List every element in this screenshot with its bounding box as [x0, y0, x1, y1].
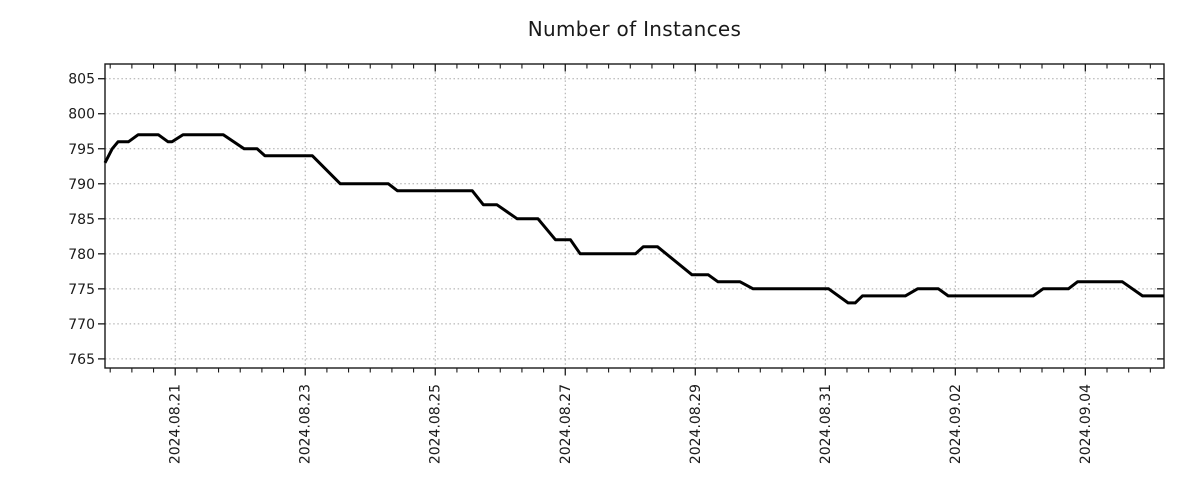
chart-title: Number of Instances [527, 17, 742, 41]
y-tick-label: 790 [68, 177, 95, 193]
y-tick-labels: 805 800 795 790 785 780 775 770 765 [68, 72, 95, 368]
x-tick-label: 2024.08.31 [818, 384, 834, 464]
y-tick-label: 770 [68, 317, 95, 333]
y-tick-label: 805 [68, 72, 95, 88]
y-tick-label: 785 [68, 212, 95, 228]
x-tick-label: 2024.09.02 [948, 384, 964, 464]
x-tick-label: 2024.08.21 [168, 384, 184, 464]
y-tick-label: 775 [68, 282, 95, 298]
plot-border [104, 63, 1165, 369]
y-tick-label: 800 [68, 107, 95, 123]
x-tick-label: 2024.08.25 [428, 384, 444, 464]
x-tick-label: 2024.08.29 [688, 384, 704, 464]
y-tick-label: 780 [68, 247, 95, 263]
gridlines [105, 64, 1164, 368]
x-tick-labels: 2024.08.21 2024.08.23 2024.08.25 2024.08.27… [168, 384, 1094, 464]
x-tick-label: 2024.08.23 [298, 384, 314, 464]
y-tick-label: 765 [68, 352, 95, 368]
x-tick-label: 2024.08.27 [558, 384, 574, 464]
axis-ticks [98, 64, 1164, 376]
x-tick-label: 2024.09.04 [1078, 384, 1094, 464]
y-tick-label: 795 [68, 142, 95, 158]
series-line-instances [103, 133, 1164, 305]
